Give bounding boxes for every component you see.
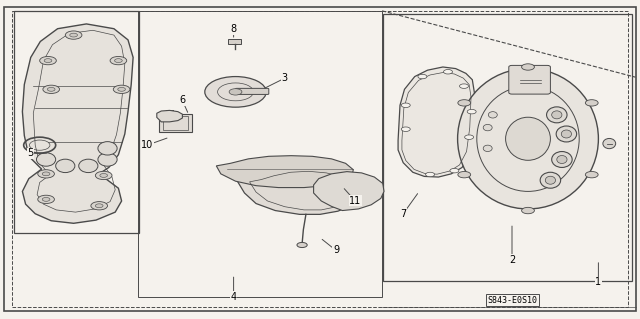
Ellipse shape	[488, 112, 497, 118]
Text: 6: 6	[179, 95, 186, 106]
Ellipse shape	[547, 107, 567, 123]
Circle shape	[586, 172, 598, 178]
Circle shape	[42, 172, 50, 176]
Circle shape	[458, 100, 470, 106]
Circle shape	[44, 59, 52, 63]
Circle shape	[110, 56, 127, 65]
Text: 7: 7	[400, 209, 406, 219]
Ellipse shape	[98, 142, 117, 155]
Bar	[383, 14, 632, 281]
Text: 8: 8	[230, 24, 237, 34]
Text: 1: 1	[595, 277, 602, 287]
Ellipse shape	[545, 176, 556, 184]
Circle shape	[40, 56, 56, 65]
Circle shape	[65, 31, 82, 39]
FancyBboxPatch shape	[236, 88, 269, 94]
Circle shape	[522, 207, 534, 214]
Ellipse shape	[36, 153, 56, 166]
Bar	[138, 11, 382, 297]
Polygon shape	[237, 167, 362, 214]
Circle shape	[465, 135, 474, 139]
Ellipse shape	[557, 155, 567, 164]
FancyBboxPatch shape	[509, 65, 550, 94]
Circle shape	[47, 87, 55, 91]
Text: 3: 3	[282, 73, 288, 83]
Ellipse shape	[603, 138, 616, 149]
Circle shape	[113, 85, 130, 93]
Circle shape	[418, 74, 427, 79]
Circle shape	[91, 202, 108, 210]
Ellipse shape	[483, 145, 492, 152]
Circle shape	[115, 59, 122, 63]
Text: S843-E0S10: S843-E0S10	[487, 296, 537, 305]
Circle shape	[42, 197, 50, 201]
Text: 11: 11	[349, 196, 362, 206]
Circle shape	[43, 85, 60, 93]
Text: 9: 9	[333, 245, 339, 256]
Bar	[14, 11, 139, 233]
Text: 5: 5	[28, 148, 34, 158]
Circle shape	[458, 172, 470, 178]
Circle shape	[450, 168, 459, 173]
Polygon shape	[22, 24, 133, 223]
Ellipse shape	[552, 152, 572, 167]
Circle shape	[95, 204, 103, 208]
Circle shape	[229, 89, 242, 95]
Ellipse shape	[552, 111, 562, 119]
Circle shape	[95, 171, 112, 180]
Circle shape	[38, 195, 54, 204]
Polygon shape	[314, 172, 384, 211]
Circle shape	[401, 127, 410, 131]
Circle shape	[522, 64, 534, 70]
Ellipse shape	[56, 159, 75, 173]
Ellipse shape	[79, 159, 98, 173]
Ellipse shape	[483, 124, 492, 131]
Text: 4: 4	[230, 292, 237, 302]
Circle shape	[444, 70, 452, 74]
Ellipse shape	[540, 172, 561, 188]
Circle shape	[70, 33, 77, 37]
Circle shape	[460, 84, 468, 88]
Ellipse shape	[458, 69, 598, 209]
Ellipse shape	[561, 130, 572, 138]
Polygon shape	[216, 156, 353, 188]
FancyBboxPatch shape	[159, 114, 192, 132]
Ellipse shape	[556, 126, 577, 142]
Circle shape	[467, 109, 476, 114]
Circle shape	[586, 100, 598, 106]
Circle shape	[100, 174, 108, 177]
Ellipse shape	[506, 117, 550, 160]
Text: 10: 10	[141, 140, 154, 150]
FancyBboxPatch shape	[228, 39, 241, 44]
Circle shape	[297, 242, 307, 248]
Circle shape	[426, 172, 435, 177]
Circle shape	[118, 87, 125, 91]
Circle shape	[38, 170, 54, 178]
Circle shape	[401, 103, 410, 108]
Text: 2: 2	[509, 255, 515, 265]
Circle shape	[205, 77, 266, 107]
Polygon shape	[157, 110, 182, 122]
Ellipse shape	[98, 153, 117, 166]
Polygon shape	[398, 67, 475, 177]
